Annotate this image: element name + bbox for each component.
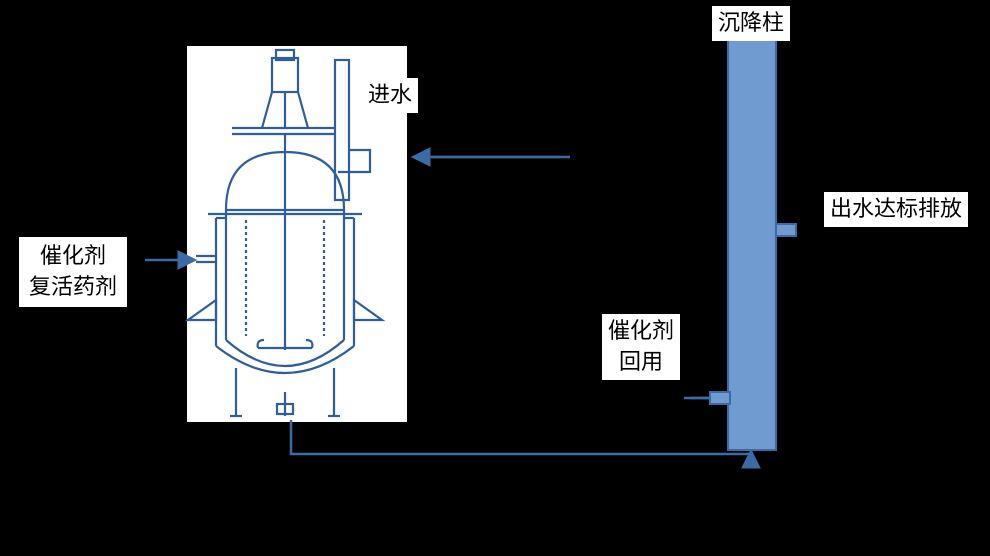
label-column-top: 沉降柱 <box>712 6 790 41</box>
label-outlet-water: 出水达标排放 <box>824 192 968 227</box>
label-catalyst-reuse-l1: 催化剂 <box>608 318 674 343</box>
label-catalyst-agent: 催化剂 复活药剂 <box>18 236 128 308</box>
label-inlet-water-text: 进水 <box>368 82 412 107</box>
label-catalyst-agent-l2: 复活药剂 <box>29 274 117 299</box>
flow-reactor-to-column <box>291 420 751 454</box>
settling-column <box>728 38 776 450</box>
diagram-svg <box>0 0 990 556</box>
label-catalyst-reuse-l2: 回用 <box>619 349 663 374</box>
label-outlet-water-text: 出水达标排放 <box>830 196 962 221</box>
label-catalyst-agent-l1: 催化剂 <box>40 243 106 268</box>
label-inlet-water: 进水 <box>362 78 418 113</box>
label-column-top-text: 沉降柱 <box>718 10 784 35</box>
label-catalyst-reuse: 催化剂 回用 <box>602 314 680 380</box>
